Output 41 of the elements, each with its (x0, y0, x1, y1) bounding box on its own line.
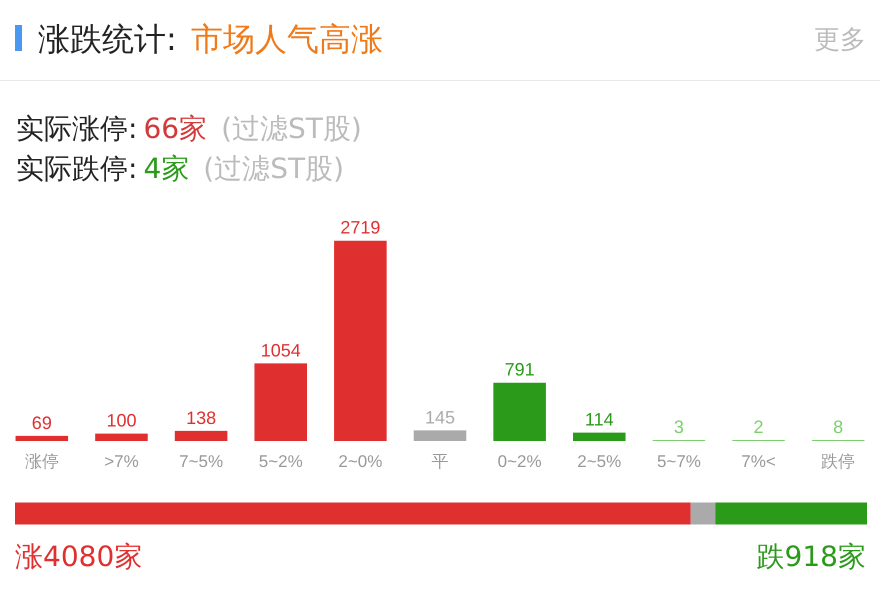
x-tick-label: 2~0% (338, 452, 382, 471)
x-tick-label: 5~7% (656, 452, 701, 471)
bar (334, 240, 387, 441)
x-tick-label: 7%< (741, 452, 776, 471)
text: 涨4080家 (15, 539, 142, 575)
text: 实际涨停: (16, 112, 138, 145)
x-tick-label: 2~5% (577, 452, 622, 471)
text: (过滤ST股) (221, 112, 362, 145)
x-tick-label: >7% (104, 452, 139, 471)
data-label: 2719 (340, 218, 380, 238)
data-label: 791 (504, 360, 535, 380)
bar (493, 382, 546, 441)
x-tick-label: 跌停 (821, 452, 856, 471)
data-label: 100 (106, 410, 136, 431)
text: 跌918家 (756, 539, 866, 575)
x-tick-label: 0~2% (498, 452, 542, 471)
bar (572, 432, 626, 441)
chart-title: 涨跌统计: (38, 20, 177, 58)
data-label: 1054 (260, 340, 301, 360)
chart-subtitle: 市场人气高涨 (190, 20, 383, 58)
data-label: 69 (32, 412, 52, 433)
text: 实际跌停: (16, 152, 138, 185)
bar (174, 430, 228, 441)
x-tick-label: 平 (432, 452, 448, 471)
x-tick-label: 涨停 (24, 452, 59, 471)
text: (过滤ST股) (203, 152, 344, 185)
x-tick-label: 5~2% (258, 452, 303, 471)
data-label: 8 (833, 417, 844, 437)
data-label: 3 (674, 417, 684, 437)
data-label: 114 (584, 410, 614, 430)
text: 4家 (143, 152, 190, 185)
bar (254, 363, 308, 441)
data-label: 145 (424, 407, 456, 428)
data-label: 138 (186, 408, 216, 428)
x-tick-label: 7~5% (179, 452, 224, 471)
bar (414, 430, 466, 441)
bar (95, 434, 148, 441)
text: 66家 (143, 112, 208, 145)
text: 更多 (814, 24, 866, 57)
data-label: 2 (754, 417, 764, 437)
bar (16, 436, 68, 441)
